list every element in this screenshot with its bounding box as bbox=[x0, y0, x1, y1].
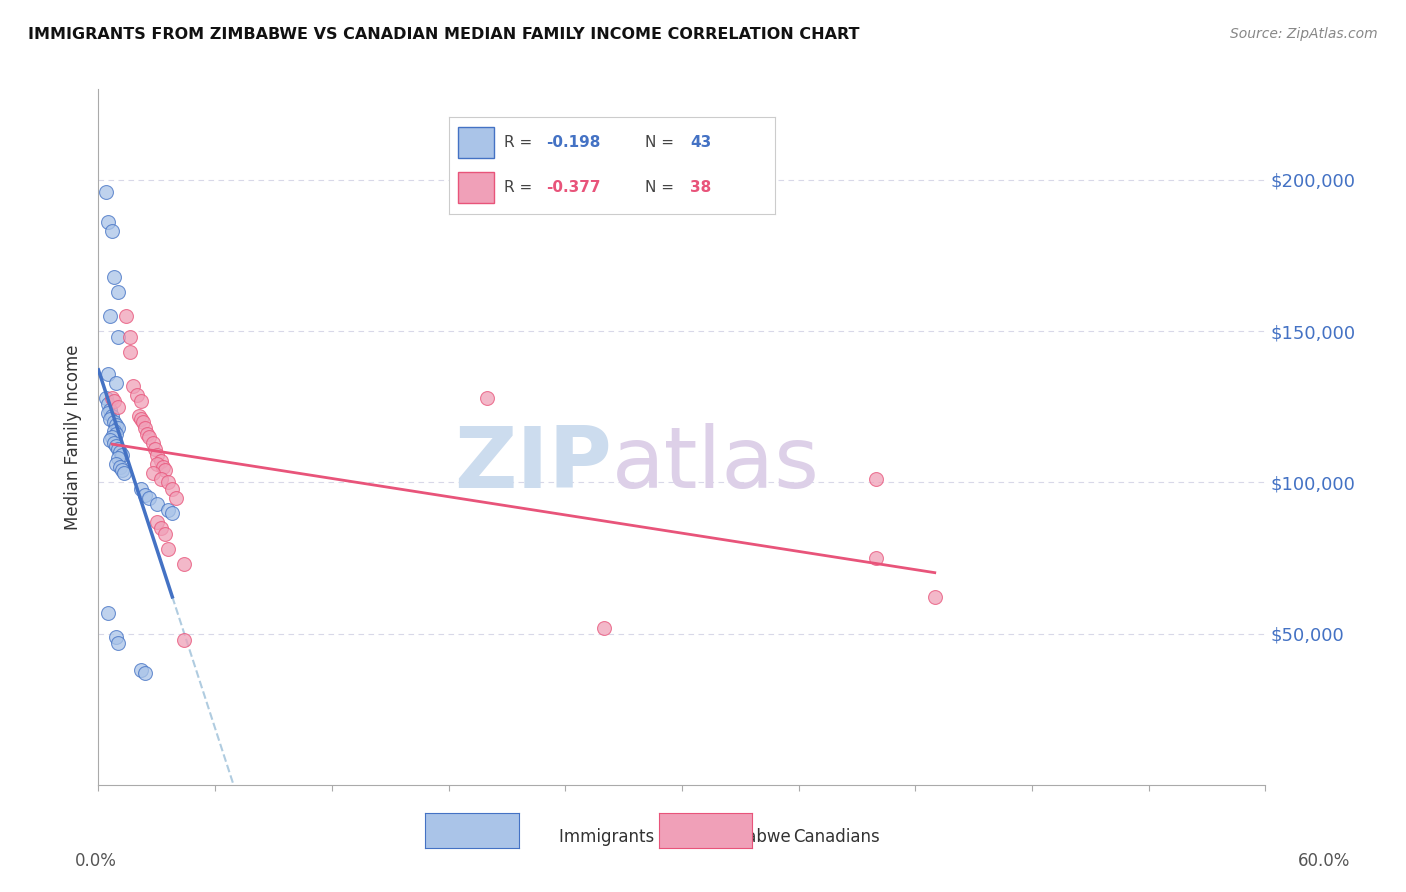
Point bbox=[129, 393, 152, 408]
Point bbox=[132, 415, 155, 429]
Point bbox=[101, 224, 124, 238]
Point bbox=[143, 442, 166, 457]
Y-axis label: Median Family Income: Median Family Income bbox=[63, 344, 82, 530]
Point bbox=[477, 391, 499, 405]
Point bbox=[103, 269, 125, 284]
Point bbox=[162, 506, 184, 520]
Point bbox=[96, 185, 118, 199]
Point bbox=[111, 448, 134, 462]
Point bbox=[138, 430, 160, 444]
Point bbox=[122, 378, 145, 392]
Point bbox=[111, 463, 134, 477]
Point bbox=[97, 606, 120, 620]
Point bbox=[157, 502, 180, 516]
Point bbox=[129, 663, 152, 677]
Point bbox=[97, 215, 120, 229]
Point bbox=[149, 454, 172, 468]
Point bbox=[108, 460, 131, 475]
Point bbox=[146, 448, 169, 462]
Point bbox=[924, 591, 946, 605]
Point bbox=[112, 467, 135, 481]
Point bbox=[101, 391, 124, 405]
Point bbox=[129, 482, 152, 496]
Point bbox=[134, 487, 156, 501]
Text: 60.0%: 60.0% bbox=[1298, 852, 1351, 870]
Point bbox=[127, 388, 149, 402]
Point bbox=[142, 436, 165, 450]
Point bbox=[146, 458, 169, 472]
Text: Immigrants from Zimbabwe: Immigrants from Zimbabwe bbox=[560, 828, 792, 847]
Point bbox=[128, 409, 150, 423]
Point bbox=[98, 412, 121, 426]
Point bbox=[153, 527, 176, 541]
Point bbox=[118, 345, 141, 359]
Point bbox=[104, 458, 127, 472]
Point bbox=[142, 467, 165, 481]
Point bbox=[107, 442, 129, 457]
Point bbox=[103, 436, 125, 450]
Point bbox=[104, 439, 127, 453]
Point bbox=[98, 309, 121, 323]
Point bbox=[165, 491, 187, 505]
Point bbox=[146, 497, 169, 511]
Point bbox=[98, 402, 121, 417]
Point bbox=[153, 463, 176, 477]
Point bbox=[98, 433, 121, 447]
Point bbox=[104, 630, 127, 644]
Point bbox=[136, 427, 159, 442]
Point bbox=[107, 636, 129, 650]
Point bbox=[134, 421, 156, 435]
Text: IMMIGRANTS FROM ZIMBABWE VS CANADIAN MEDIAN FAMILY INCOME CORRELATION CHART: IMMIGRANTS FROM ZIMBABWE VS CANADIAN MED… bbox=[28, 27, 859, 42]
Point bbox=[118, 330, 141, 344]
Point bbox=[593, 621, 616, 635]
Point bbox=[173, 557, 195, 571]
Point bbox=[97, 367, 120, 381]
Point bbox=[108, 445, 131, 459]
Point bbox=[149, 472, 172, 486]
Text: 0.0%: 0.0% bbox=[75, 852, 117, 870]
Text: ZIP: ZIP bbox=[454, 424, 612, 507]
Point bbox=[101, 430, 124, 444]
Point bbox=[149, 521, 172, 535]
Text: Canadians: Canadians bbox=[793, 828, 880, 847]
Point bbox=[103, 393, 125, 408]
Point bbox=[107, 330, 129, 344]
Point bbox=[134, 666, 156, 681]
Point bbox=[865, 551, 887, 566]
Point bbox=[103, 424, 125, 438]
Point bbox=[107, 421, 129, 435]
Point bbox=[104, 427, 127, 442]
Point bbox=[138, 491, 160, 505]
Point bbox=[101, 409, 124, 423]
Point bbox=[129, 412, 152, 426]
Point bbox=[865, 472, 887, 486]
Point bbox=[146, 515, 169, 529]
Point bbox=[107, 400, 129, 414]
Point bbox=[173, 632, 195, 647]
Point bbox=[107, 285, 129, 299]
Point bbox=[107, 451, 129, 466]
Point bbox=[152, 460, 174, 475]
Point bbox=[162, 482, 184, 496]
Point bbox=[157, 475, 180, 490]
Point bbox=[104, 417, 127, 432]
Point bbox=[97, 397, 120, 411]
Point bbox=[97, 406, 120, 420]
Point bbox=[103, 415, 125, 429]
Text: atlas: atlas bbox=[612, 424, 820, 507]
Point bbox=[96, 391, 118, 405]
Point bbox=[104, 376, 127, 390]
Point bbox=[114, 309, 136, 323]
Text: Source: ZipAtlas.com: Source: ZipAtlas.com bbox=[1230, 27, 1378, 41]
Point bbox=[157, 541, 180, 556]
